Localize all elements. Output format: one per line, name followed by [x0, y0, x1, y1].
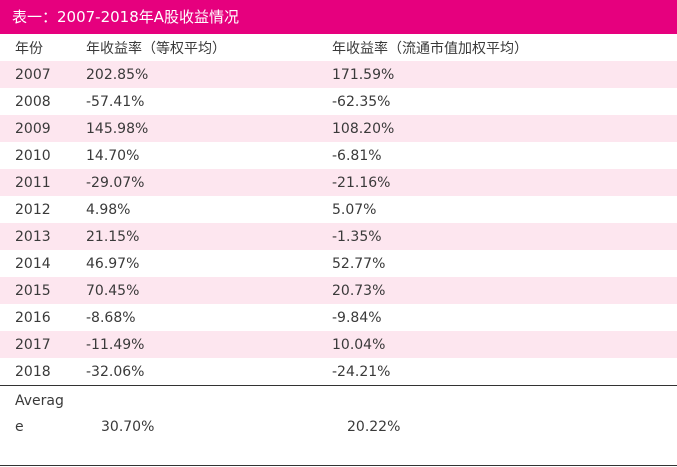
- table-row: 2017 -11.49% 10.04%: [0, 331, 677, 358]
- table-row: 2009 145.98% 108.20%: [0, 115, 677, 142]
- average-label-line1: Averag: [15, 393, 64, 409]
- cell-cap-weight: 20.73%: [332, 282, 386, 299]
- header-year: 年份: [15, 40, 43, 57]
- table-row: 2013 21.15% -1.35%: [0, 223, 677, 250]
- cell-equal-weight: 4.98%: [86, 201, 131, 218]
- cell-cap-weight: 171.59%: [332, 66, 395, 83]
- cell-year: 2008: [15, 93, 51, 110]
- average-row: Averag e 30.70% 20.22%: [0, 386, 677, 466]
- cell-year: 2016: [15, 309, 51, 326]
- table-row: 2008 -57.41% -62.35%: [0, 88, 677, 115]
- cell-equal-weight: 145.98%: [86, 120, 149, 137]
- table-title: 表一：2007-2018年A股收益情况: [0, 0, 677, 34]
- cell-cap-weight: -62.35%: [332, 93, 391, 110]
- table-row: 2012 4.98% 5.07%: [0, 196, 677, 223]
- table-row: 2016 -8.68% -9.84%: [0, 304, 677, 331]
- cell-equal-weight: -29.07%: [86, 174, 145, 191]
- header-equal-weight: 年收益率（等权平均）: [86, 40, 226, 57]
- table-header-row: 年份 年收益率（等权平均） 年收益率（流通市值加权平均）: [0, 34, 677, 61]
- header-cap-weight: 年收益率（流通市值加权平均）: [332, 40, 528, 57]
- cell-equal-weight: 202.85%: [86, 66, 149, 83]
- cell-year: 2012: [15, 201, 51, 218]
- cell-equal-weight: 14.70%: [86, 147, 140, 164]
- cell-year: 2014: [15, 255, 51, 272]
- average-cap-weight: 20.22%: [347, 419, 401, 435]
- average-equal-weight: 30.70%: [101, 419, 155, 435]
- cell-equal-weight: 70.45%: [86, 282, 140, 299]
- cell-equal-weight: -32.06%: [86, 363, 145, 380]
- cell-equal-weight: -11.49%: [86, 336, 145, 353]
- cell-year: 2013: [15, 228, 51, 245]
- cell-year: 2007: [15, 66, 51, 83]
- cell-cap-weight: 52.77%: [332, 255, 386, 272]
- cell-year: 2017: [15, 336, 51, 353]
- table-row: 2011 -29.07% -21.16%: [0, 169, 677, 196]
- cell-year: 2009: [15, 120, 51, 137]
- table-row: 2014 46.97% 52.77%: [0, 250, 677, 277]
- cell-cap-weight: -1.35%: [332, 228, 382, 245]
- cell-year: 2018: [15, 363, 51, 380]
- cell-cap-weight: -6.81%: [332, 147, 382, 164]
- cell-year: 2015: [15, 282, 51, 299]
- cell-cap-weight: 108.20%: [332, 120, 395, 137]
- cell-equal-weight: -57.41%: [86, 93, 145, 110]
- table-row: 2015 70.45% 20.73%: [0, 277, 677, 304]
- average-label-line2: e: [15, 419, 24, 435]
- cell-cap-weight: -21.16%: [332, 174, 391, 191]
- table-row: 2007 202.85% 171.59%: [0, 61, 677, 88]
- cell-year: 2011: [15, 174, 51, 191]
- bottom-divider: [0, 465, 677, 466]
- cell-cap-weight: -24.21%: [332, 363, 391, 380]
- cell-cap-weight: 10.04%: [332, 336, 386, 353]
- table-row: 2018 -32.06% -24.21%: [0, 358, 677, 385]
- table-row: 2010 14.70% -6.81%: [0, 142, 677, 169]
- cell-cap-weight: 5.07%: [332, 201, 377, 218]
- cell-year: 2010: [15, 147, 51, 164]
- cell-equal-weight: 21.15%: [86, 228, 140, 245]
- cell-equal-weight: 46.97%: [86, 255, 140, 272]
- cell-equal-weight: -8.68%: [86, 309, 136, 326]
- cell-cap-weight: -9.84%: [332, 309, 382, 326]
- divider: [0, 385, 677, 386]
